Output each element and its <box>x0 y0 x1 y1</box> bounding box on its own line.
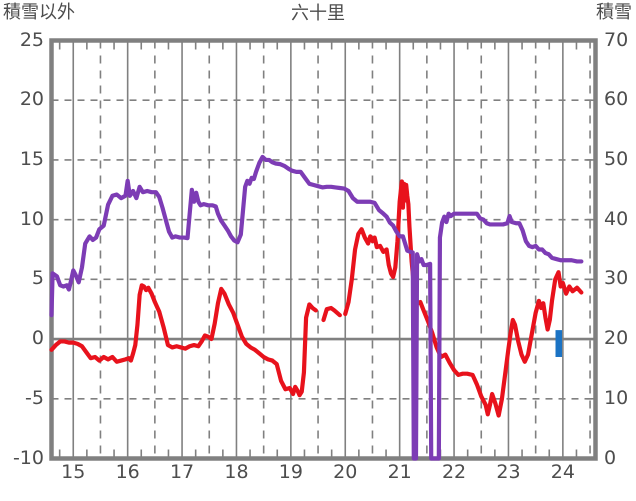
left-axis-tick-15: 15 <box>19 147 44 170</box>
right-axis-tick-40: 40 <box>604 207 629 230</box>
left-axis-tick--10: -10 <box>12 446 44 469</box>
left-axis-tick-20: 20 <box>19 88 44 111</box>
right-axis-tick-30: 30 <box>604 267 629 290</box>
x-axis-tick-16: 16 <box>115 461 140 483</box>
series-line-other-than-snow <box>49 179 584 418</box>
x-axis-tick-23: 23 <box>496 461 521 483</box>
left-axis-tick-10: 10 <box>19 207 44 230</box>
x-axis-tick-21: 21 <box>387 461 412 483</box>
x-axis-tick-19: 19 <box>278 461 303 483</box>
right-axis-corner-label: 積雪 <box>596 2 632 23</box>
right-axis-tick-70: 70 <box>604 28 629 51</box>
data-series <box>49 154 584 461</box>
current-value-marker <box>555 330 563 357</box>
value-markers <box>555 330 563 357</box>
x-axis-tick-20: 20 <box>333 461 358 483</box>
x-axis-tick-18: 18 <box>224 461 249 483</box>
right-axis-tick-10: 10 <box>604 386 629 409</box>
plot-frame <box>49 38 598 461</box>
x-axis-tick-24: 24 <box>550 461 575 483</box>
series-line-snow-depth <box>49 154 584 461</box>
right-axis-tick-50: 50 <box>604 147 629 170</box>
page-title: 六十里 <box>291 3 345 24</box>
left-axis-tick-0: 0 <box>31 327 44 350</box>
right-axis-tick-60: 60 <box>604 88 629 111</box>
left-axis-tick-25: 25 <box>19 28 44 51</box>
right-axis-tick-20: 20 <box>604 327 629 350</box>
right-axis-tick-0: 0 <box>604 446 617 469</box>
grid-lines <box>51 40 596 459</box>
left-axis-tick-5: 5 <box>31 267 44 290</box>
left-axis-tick--5: -5 <box>25 386 44 409</box>
x-axis-tick-22: 22 <box>441 461 467 483</box>
x-axis-tick-15: 15 <box>61 461 86 483</box>
plot-border <box>49 38 598 461</box>
left-axis-corner-label: 積雪以外 <box>3 2 75 23</box>
x-axis-tick-17: 17 <box>169 461 195 483</box>
